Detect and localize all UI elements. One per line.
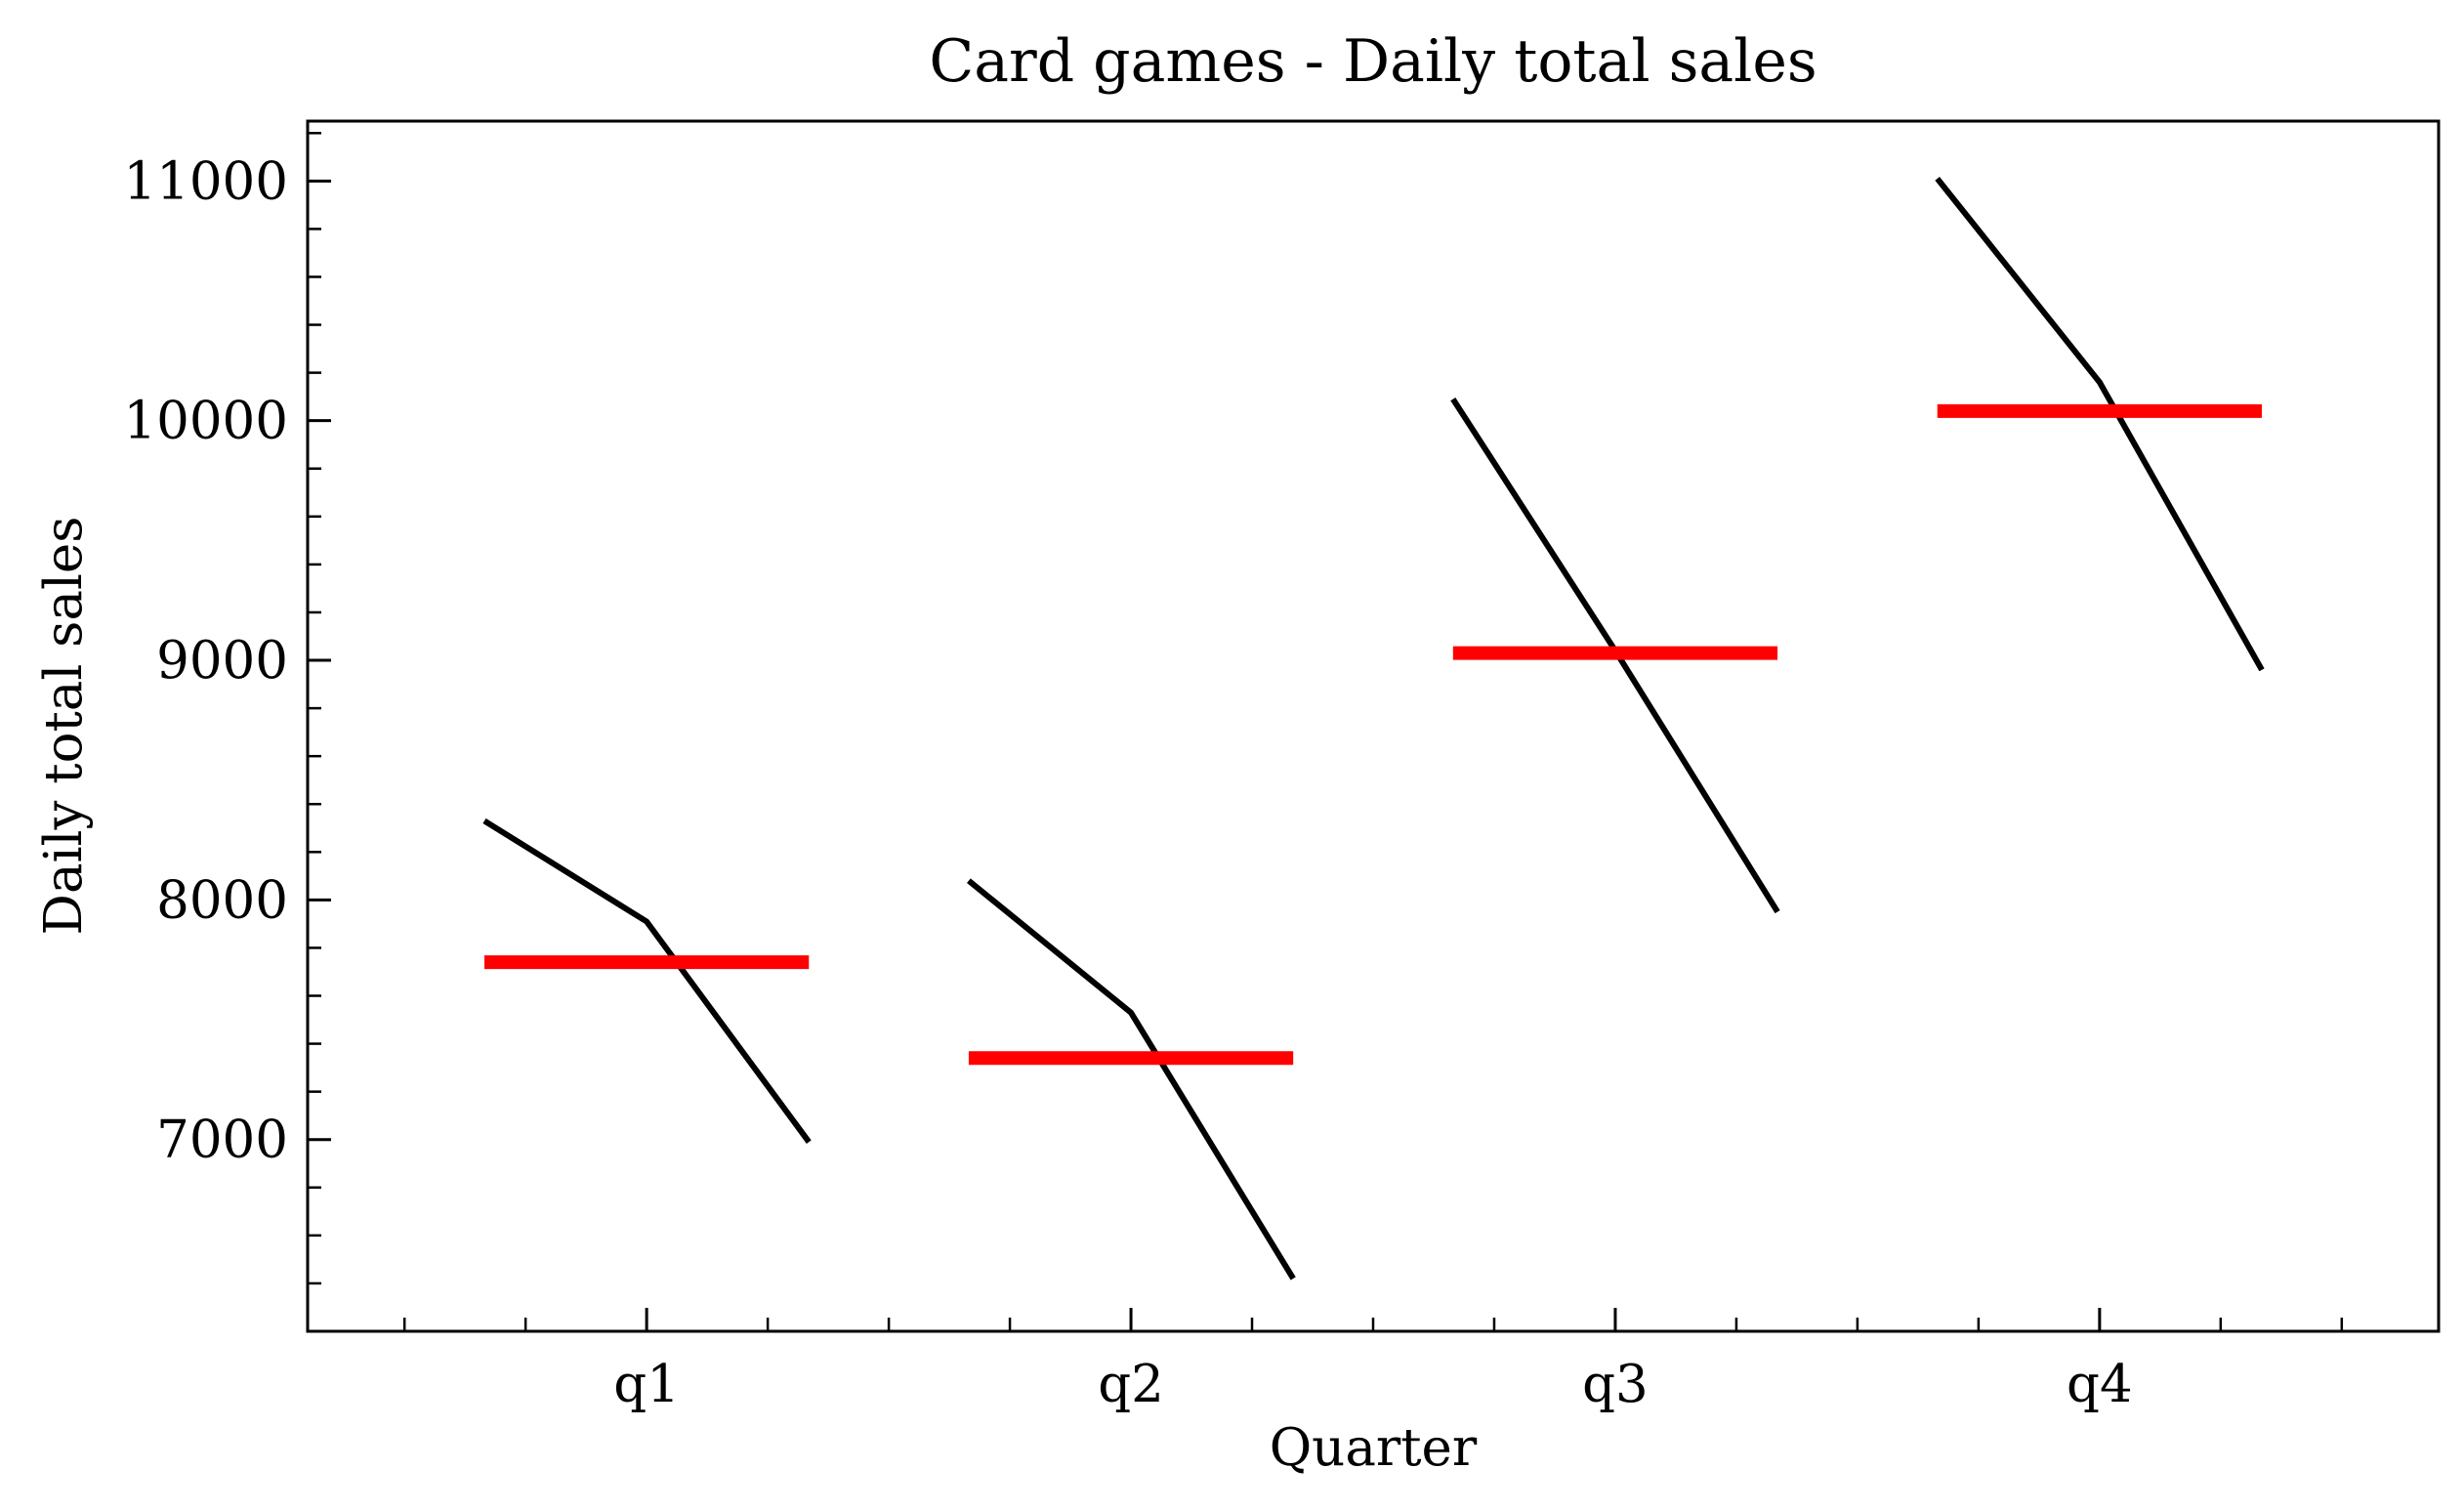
x-tick-label: q3 [1582, 1355, 1649, 1414]
sales-line-q1 [482, 818, 812, 1144]
series-layer [482, 177, 2265, 1280]
x-axis-label: Quarter [1270, 1418, 1478, 1478]
y-tick-label: 8000 [156, 870, 288, 930]
y-tick-label: 11000 [123, 151, 288, 211]
axis-ticks: 7000 8000 9000 10000 11000 q1 q2 q3 q4 [123, 132, 2344, 1414]
sales-line-q2 [967, 878, 1296, 1280]
y-tick-label: 9000 [156, 631, 288, 691]
chart-title: Card games - Daily total sales [929, 27, 1817, 96]
y-axis-label: Daily total sales [34, 517, 94, 936]
x-tick-label: q1 [613, 1355, 680, 1414]
sales-line-q4 [1935, 177, 2265, 672]
x-tick-label: q2 [1098, 1355, 1164, 1414]
x-tick-label: q4 [2067, 1355, 2133, 1414]
y-tick-label: 7000 [156, 1111, 288, 1170]
plot-frame [306, 119, 2441, 1333]
y-tick-label: 10000 [123, 392, 288, 451]
